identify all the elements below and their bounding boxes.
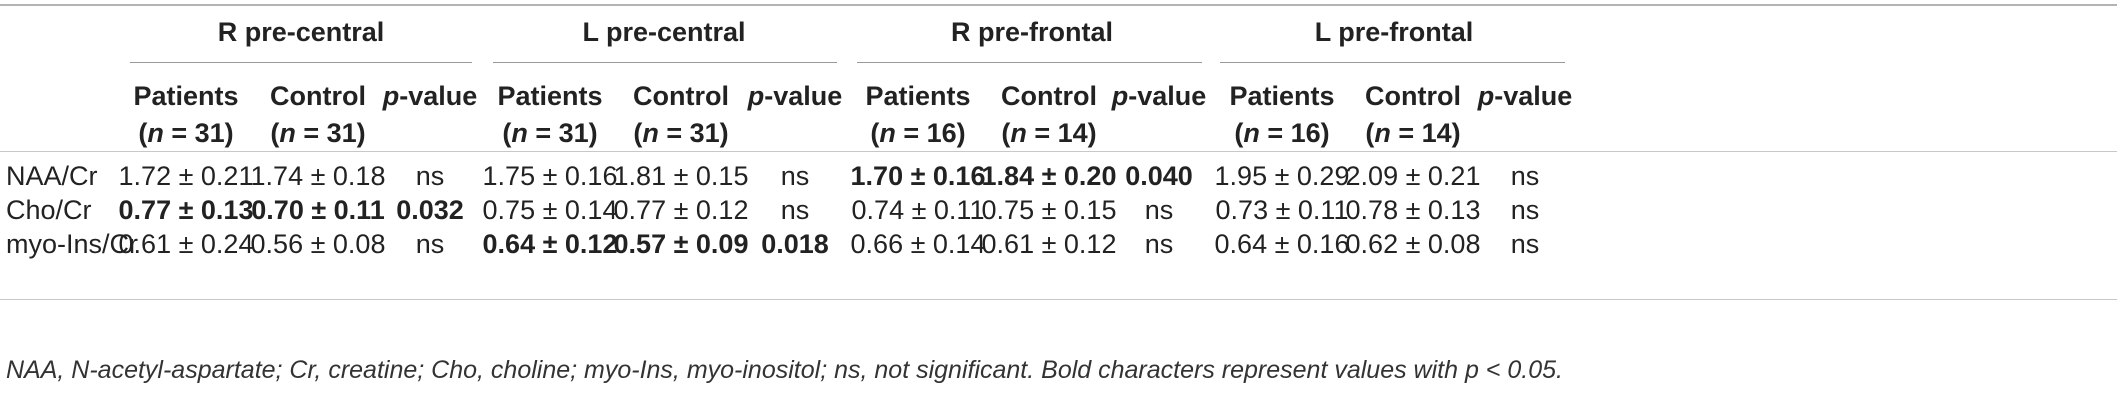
table-cell: 1.74 ± 0.18 [250, 161, 386, 191]
table-cell: 1.95 ± 0.29 [1214, 161, 1350, 191]
table-cell: ns [415, 161, 445, 191]
pvalue-header-0: p-value [382, 81, 478, 111]
group-rule [130, 62, 472, 63]
table-cell: 0.56 ± 0.08 [250, 229, 386, 259]
table-cell: 2.09 ± 0.21 [1345, 161, 1481, 191]
control-header-3: Control (n = 14) [1365, 81, 1461, 148]
table-cell: 1.75 ± 0.16 [482, 161, 618, 191]
group-title-r-prefrontal: R pre-frontal [951, 17, 1113, 47]
pvalue-header-3: p-value [1477, 81, 1573, 111]
table-cell: 0.64 ± 0.16 [1214, 229, 1350, 259]
patients-header-1: Patients (n = 31) [497, 81, 603, 148]
table-cell: 0.032 [396, 195, 464, 225]
row-label: myo-Ins/Cr [6, 229, 139, 259]
table-cell: 0.62 ± 0.08 [1345, 229, 1481, 259]
table-cell: 0.73 ± 0.11 [1215, 195, 1349, 225]
table-cell: 0.64 ± 0.12 [482, 229, 618, 259]
table-cell: 0.040 [1125, 161, 1193, 191]
table-cell: 1.84 ± 0.20 [981, 161, 1117, 191]
bottom-rule [0, 299, 2117, 300]
table-cell: 0.75 ± 0.14 [482, 195, 618, 225]
header-rule [0, 151, 2117, 152]
table-cell: 1.81 ± 0.15 [613, 161, 749, 191]
table-cell: ns [1144, 195, 1174, 225]
control-header-2: Control (n = 14) [1001, 81, 1097, 148]
table-cell: ns [780, 161, 810, 191]
patients-header-0: Patients (n = 31) [133, 81, 239, 148]
group-title-r-precentral: R pre-central [217, 17, 385, 47]
table-cell: 0.66 ± 0.14 [850, 229, 986, 259]
table-footnote: NAA, N-acetyl-aspartate; Cr, creatine; C… [6, 356, 1563, 384]
top-rule [0, 4, 2117, 6]
group-rule [1220, 62, 1565, 63]
table-cell: 0.74 ± 0.11 [851, 195, 985, 225]
table-cell: 0.61 ± 0.12 [981, 229, 1117, 259]
table-cell: 0.018 [761, 229, 829, 259]
table-cell: ns [415, 229, 445, 259]
group-rule [493, 62, 837, 63]
patients-header-3: Patients (n = 16) [1229, 81, 1335, 148]
control-header-0: Control (n = 31) [270, 81, 366, 148]
patients-header-2: Patients (n = 16) [865, 81, 971, 148]
table-cell: ns [1510, 161, 1540, 191]
table-cell: 0.77 ± 0.13 [118, 195, 254, 225]
table-cell: ns [1510, 195, 1540, 225]
group-title-l-prefrontal: L pre-frontal [1314, 17, 1474, 47]
row-label: NAA/Cr [6, 161, 98, 191]
group-rule [857, 62, 1202, 63]
table-cell: ns [780, 195, 810, 225]
table-cell: ns [1510, 229, 1540, 259]
table-cell: 0.78 ± 0.13 [1345, 195, 1481, 225]
table-cell: ns [1144, 229, 1174, 259]
table-cell: 0.75 ± 0.15 [981, 195, 1117, 225]
table-cell: 0.70 ± 0.11 [251, 195, 385, 225]
table-cell: 0.77 ± 0.12 [613, 195, 749, 225]
table-cell: 0.57 ± 0.09 [613, 229, 749, 259]
table-cell: 1.70 ± 0.16 [850, 161, 986, 191]
table-cell: 1.72 ± 0.21 [118, 161, 254, 191]
pvalue-header-1: p-value [747, 81, 843, 111]
pvalue-header-2: p-value [1111, 81, 1207, 111]
row-label: Cho/Cr [6, 195, 92, 225]
control-header-1: Control (n = 31) [633, 81, 729, 148]
group-title-l-precentral: L pre-central [582, 17, 746, 47]
table-cell: 0.61 ± 0.24 [118, 229, 254, 259]
